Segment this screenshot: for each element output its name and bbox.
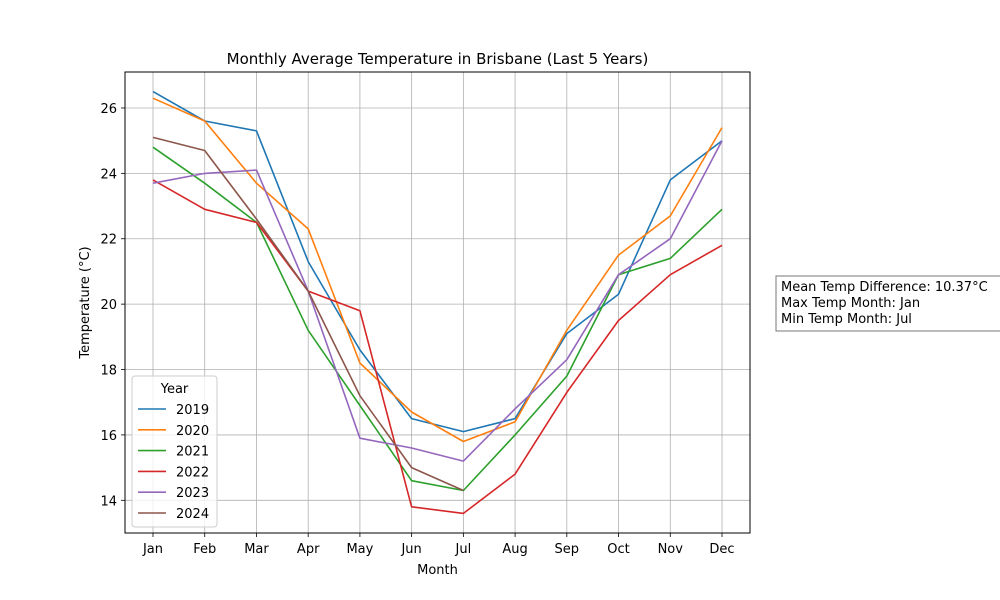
stats-line-max-month: Max Temp Month: Jan [781, 296, 920, 311]
series-line-2022 [152, 179, 723, 515]
series-line-2023 [152, 140, 723, 462]
legend-box [131, 375, 218, 528]
legend-title: Year [160, 382, 189, 397]
x-tick-label: Sep [555, 542, 580, 557]
x-tick-label: Oct [607, 542, 629, 557]
x-tick-label: Mar [244, 542, 269, 557]
y-tick-label: 20 [100, 298, 117, 313]
x-tick-label: Feb [193, 542, 216, 557]
x-axis-label: Month [417, 563, 458, 578]
legend-label-2020: 2020 [176, 424, 209, 439]
legend-label-2021: 2021 [176, 445, 209, 460]
y-tick-label: 16 [100, 429, 117, 444]
x-tick-label: Jan [142, 542, 163, 557]
legend-label-2024: 2024 [176, 507, 209, 522]
legend-label-2019: 2019 [176, 403, 209, 418]
x-tick-label: May [346, 542, 373, 557]
x-tick-label: Apr [297, 542, 320, 557]
plot-area [124, 71, 751, 534]
y-tick-label: 24 [100, 167, 117, 182]
y-tick-label: 14 [100, 494, 117, 509]
x-tick-label: Aug [502, 542, 527, 557]
stats-line-min-month: Min Temp Month: Jul [781, 312, 912, 327]
y-axis-label: Temperature (°C) [78, 246, 93, 359]
axis-ticks: Jan Feb Mar Apr May Jun Jul Aug Sep Oct Nov Dec 14 16… [100, 102, 734, 557]
y-tick-label: 22 [100, 233, 117, 248]
series-line-2024 [152, 136, 464, 492]
series-line-2019 [152, 90, 723, 433]
series-line-2021 [152, 146, 723, 492]
stats-annotation: Mean Temp Difference: 10.37°C Max Temp M… [775, 275, 1000, 332]
x-tick-label: Nov [658, 542, 684, 557]
legend: Year 2019 2020 2021 2022 2023 2024 [131, 375, 218, 528]
y-tick-label: 18 [100, 364, 117, 379]
series-lines [152, 90, 723, 515]
x-tick-label: Jul [455, 542, 472, 557]
legend-label-2023: 2023 [176, 486, 209, 501]
stats-line-mean-diff: Mean Temp Difference: 10.37°C [781, 280, 988, 295]
stats-box-frame [775, 275, 1000, 332]
y-tick-label: 26 [100, 102, 117, 117]
legend-label-2022: 2022 [176, 465, 209, 480]
series-line-2020 [152, 97, 723, 443]
x-tick-label: Jun [400, 542, 421, 557]
grid [125, 72, 750, 533]
chart-title: Monthly Average Temperature in Brisbane … [227, 50, 649, 68]
legend-items: 2019 2020 2021 2022 2023 2024 [138, 403, 209, 522]
x-tick-label: Dec [709, 542, 734, 557]
